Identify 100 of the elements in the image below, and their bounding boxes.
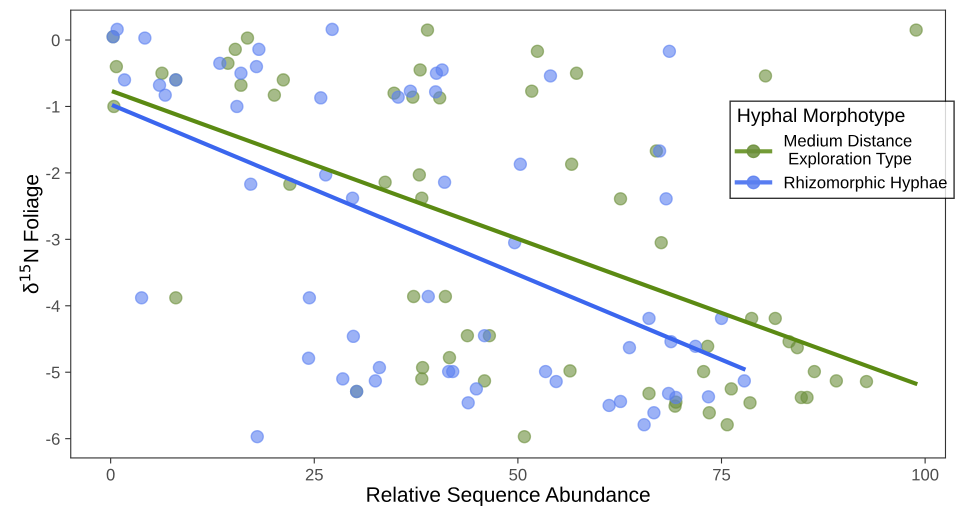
point (404, 84, 418, 98)
point (642, 312, 656, 326)
point (662, 44, 676, 58)
point (790, 340, 804, 354)
point (250, 60, 264, 74)
point (268, 88, 282, 102)
point (647, 406, 661, 420)
point (118, 73, 132, 87)
point (302, 352, 316, 365)
point (138, 31, 152, 45)
point (446, 364, 460, 378)
point (614, 192, 628, 206)
point (412, 168, 426, 182)
point (325, 22, 339, 36)
point (110, 60, 124, 74)
point (659, 192, 673, 206)
point (252, 42, 266, 56)
y-tick-label: -3 (46, 234, 60, 246)
point (435, 63, 449, 77)
legend-title: Hyphal Morphotype (738, 108, 905, 126)
point (413, 63, 427, 77)
point (549, 374, 563, 388)
point (758, 69, 772, 83)
point (406, 290, 420, 304)
point (564, 158, 578, 171)
point (702, 390, 716, 404)
point (372, 360, 386, 374)
point (669, 390, 683, 404)
point (158, 88, 172, 102)
point (700, 340, 714, 354)
point (438, 175, 452, 189)
point (244, 177, 258, 191)
point (702, 406, 716, 420)
x-tick-label: 0 (106, 468, 115, 481)
point (234, 78, 248, 92)
x-tick-label: 75 (713, 468, 730, 481)
legend-label: Rhizomorphic Hyphae (784, 176, 947, 192)
point (538, 364, 552, 378)
point (438, 290, 452, 304)
point (240, 31, 254, 45)
point (276, 73, 290, 87)
point (336, 372, 350, 386)
point (346, 191, 360, 205)
point (652, 144, 666, 158)
point (152, 78, 166, 92)
point (696, 364, 710, 378)
point (442, 350, 456, 364)
x-tick-label: 100 (912, 468, 938, 481)
point (250, 430, 264, 444)
legend-label: Medium Distance Exploration Type (784, 134, 912, 168)
y-tick-label: -4 (46, 300, 60, 312)
point (461, 396, 475, 410)
point (460, 328, 474, 342)
point (808, 364, 822, 378)
point (642, 386, 656, 400)
point (768, 312, 782, 326)
point (391, 90, 405, 104)
point (169, 291, 183, 305)
point (228, 42, 242, 56)
y-tick-label: -1 (46, 101, 60, 112)
y-tick-label: 0 (52, 34, 60, 46)
point (637, 418, 651, 432)
y-axis-title: δ$^{15}$N Foliage (20, 174, 43, 294)
point (614, 394, 628, 408)
point (570, 66, 584, 80)
point (422, 290, 436, 304)
y-tick-label: -6 (46, 433, 60, 445)
point (420, 23, 434, 37)
point (622, 340, 636, 354)
point (378, 175, 392, 189)
point (514, 158, 528, 171)
point (518, 430, 532, 444)
point (470, 382, 484, 396)
point (314, 91, 328, 105)
point (525, 84, 538, 98)
point (860, 374, 874, 388)
point (416, 360, 430, 374)
point (234, 66, 248, 80)
x-tick-label: 25 (306, 468, 323, 481)
point (724, 382, 738, 396)
point (563, 364, 577, 378)
point (530, 44, 544, 58)
point (743, 396, 757, 410)
point (654, 236, 668, 250)
point (478, 328, 492, 342)
point (800, 390, 814, 404)
point (478, 374, 492, 388)
point (155, 66, 169, 80)
point (415, 372, 428, 386)
point (428, 85, 442, 99)
point (720, 418, 734, 432)
point (602, 398, 616, 412)
y-tick-label: -2 (46, 167, 60, 179)
point (346, 330, 360, 344)
point (213, 56, 226, 70)
x-axis-title: Relative Sequence Abundance (367, 486, 650, 506)
point (230, 100, 244, 114)
point (302, 291, 316, 305)
point (909, 23, 923, 37)
point (368, 374, 382, 388)
